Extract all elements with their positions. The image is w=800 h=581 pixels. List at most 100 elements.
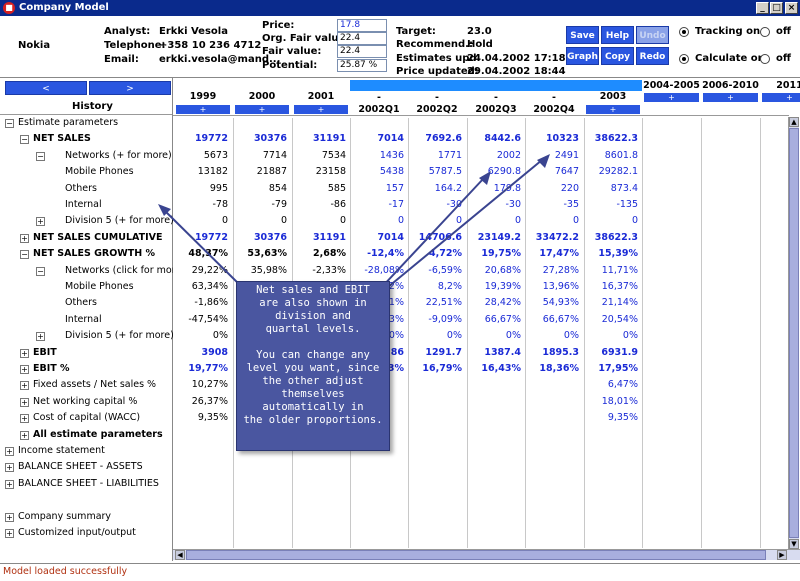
data-cell[interactable]: 7714 <box>262 149 287 161</box>
year-header[interactable]: 2001 <box>307 91 335 102</box>
data-cell[interactable]: 8,2% <box>437 281 462 292</box>
data-cell[interactable]: 0 <box>631 215 638 227</box>
expand-icon[interactable]: + <box>36 217 45 227</box>
data-cell[interactable]: 585 <box>327 182 346 194</box>
data-cell[interactable]: -17 <box>388 199 404 210</box>
data-cell[interactable]: 0% <box>388 330 404 342</box>
data-cell[interactable]: 164.2 <box>434 182 462 194</box>
data-cell[interactable]: -135 <box>616 199 638 210</box>
data-cell[interactable]: 5787.5 <box>428 166 462 178</box>
year-header[interactable]: 1999 <box>189 91 217 102</box>
data-cell[interactable]: -78 <box>212 199 228 210</box>
data-cell[interactable]: 0 <box>339 215 346 227</box>
data-cell[interactable]: -35 <box>563 199 579 210</box>
data-cell[interactable]: 873.4 <box>610 182 638 194</box>
data-cell[interactable]: 22,51% <box>425 297 462 309</box>
scroll-left-icon[interactable]: ◀ <box>175 550 185 560</box>
data-cell[interactable]: 21,14% <box>601 297 638 309</box>
data-cell[interactable]: 63,34% <box>191 281 228 292</box>
data-cell[interactable]: 66,67% <box>542 313 579 325</box>
expand-column-button[interactable]: + <box>762 93 800 102</box>
scroll-down-icon[interactable]: ▼ <box>789 539 799 549</box>
data-cell[interactable]: -47,54% <box>188 313 228 325</box>
save-button[interactable]: Save <box>566 26 599 44</box>
collapse-icon[interactable]: − <box>20 135 29 145</box>
data-cell[interactable]: 0% <box>622 330 638 342</box>
data-cell[interactable]: 20,68% <box>484 264 521 276</box>
history-prev-button[interactable]: < <box>5 81 87 95</box>
expand-icon[interactable]: + <box>20 348 29 358</box>
data-cell[interactable]: 16,37% <box>601 281 638 292</box>
expand-icon[interactable]: + <box>36 332 45 342</box>
data-cell[interactable]: 10323 <box>545 133 579 145</box>
data-cell[interactable]: 17,47% <box>539 248 579 260</box>
data-cell[interactable]: 20,54% <box>601 313 638 325</box>
help-button[interactable]: Help <box>601 26 634 44</box>
expand-icon[interactable]: + <box>5 529 14 538</box>
data-cell[interactable]: 16,43% <box>481 363 521 374</box>
data-cell[interactable]: 29282.1 <box>598 166 638 178</box>
data-cell[interactable]: 5438 <box>379 166 404 178</box>
data-cell[interactable]: -12,4% <box>367 248 404 260</box>
scroll-right-icon[interactable]: ▶ <box>777 550 787 560</box>
data-cell[interactable]: 7647 <box>554 166 579 178</box>
expand-column-button[interactable]: + <box>644 93 699 102</box>
year-header[interactable]: 2002Q3 <box>475 104 517 115</box>
data-cell[interactable]: 4,72% <box>429 248 462 260</box>
redo-button[interactable]: Redo <box>636 47 669 65</box>
org-fair-field[interactable]: 22.4 <box>337 32 387 45</box>
data-cell[interactable]: 0 <box>280 215 287 227</box>
data-cell[interactable]: 19772 <box>194 231 228 243</box>
data-cell[interactable]: 21887 <box>256 166 287 178</box>
data-cell[interactable]: 0 <box>455 215 462 227</box>
potential-field[interactable]: 25.87 % <box>337 59 387 72</box>
data-cell[interactable]: 19772 <box>194 133 228 145</box>
data-cell[interactable]: 8442.6 <box>484 133 521 145</box>
data-cell[interactable]: 17,95% <box>598 363 638 374</box>
data-cell[interactable]: 7534 <box>321 149 346 161</box>
expand-column-button[interactable]: + <box>586 105 640 114</box>
scroll-up-icon[interactable]: ▲ <box>789 117 799 127</box>
data-cell[interactable]: 7014 <box>377 231 404 243</box>
data-cell[interactable]: 0% <box>505 330 521 342</box>
price-field[interactable]: 17.8 <box>337 19 387 32</box>
data-cell[interactable]: -28,08% <box>364 264 404 276</box>
expand-icon[interactable]: + <box>20 365 29 374</box>
data-cell[interactable]: 31191 <box>312 231 346 243</box>
data-cell[interactable]: 0 <box>397 215 404 227</box>
data-cell[interactable]: 23149.2 <box>477 231 521 243</box>
expand-icon[interactable]: + <box>20 233 29 243</box>
expand-icon[interactable]: + <box>5 479 14 489</box>
data-cell[interactable]: 11,71% <box>601 264 638 276</box>
data-cell[interactable]: 19,77% <box>188 363 228 374</box>
data-cell[interactable]: 23158 <box>315 166 346 178</box>
data-cell[interactable]: -2,33% <box>312 264 346 276</box>
horizontal-scroll-thumb[interactable] <box>186 550 766 560</box>
data-cell[interactable]: 18,01% <box>601 395 638 407</box>
period-header[interactable]: 2006-2010 <box>702 80 759 91</box>
data-cell[interactable]: 15,39% <box>598 248 638 260</box>
history-next-button[interactable]: > <box>89 81 171 95</box>
year-header[interactable]: 2002Q4 <box>533 104 575 115</box>
expand-column-button[interactable]: + <box>294 105 348 114</box>
data-cell[interactable]: -30 <box>446 199 462 210</box>
period-header[interactable]: 2011 <box>776 80 800 91</box>
data-cell[interactable]: 7014 <box>377 133 404 145</box>
collapse-icon[interactable]: − <box>20 250 29 260</box>
data-cell[interactable]: 0% <box>212 330 228 342</box>
data-cell[interactable]: 995 <box>209 182 228 194</box>
data-cell[interactable]: 16,79% <box>422 363 462 374</box>
data-cell[interactable]: 38622.3 <box>594 133 638 145</box>
expand-icon[interactable]: + <box>20 430 29 440</box>
data-cell[interactable]: -30 <box>505 199 521 210</box>
data-cell[interactable]: 3908 <box>201 346 228 358</box>
expand-column-button[interactable]: + <box>235 105 289 114</box>
data-cell[interactable]: 6290.8 <box>487 166 521 178</box>
data-cell[interactable]: 0 <box>572 215 579 227</box>
period-header[interactable]: 2004-2005 <box>643 80 700 91</box>
expand-icon[interactable]: + <box>20 397 29 407</box>
data-cell[interactable]: 8601.8 <box>604 149 638 161</box>
undo-button[interactable]: Undo <box>636 26 669 44</box>
data-cell[interactable]: 2,68% <box>313 248 346 260</box>
data-cell[interactable]: -6,59% <box>428 264 462 276</box>
